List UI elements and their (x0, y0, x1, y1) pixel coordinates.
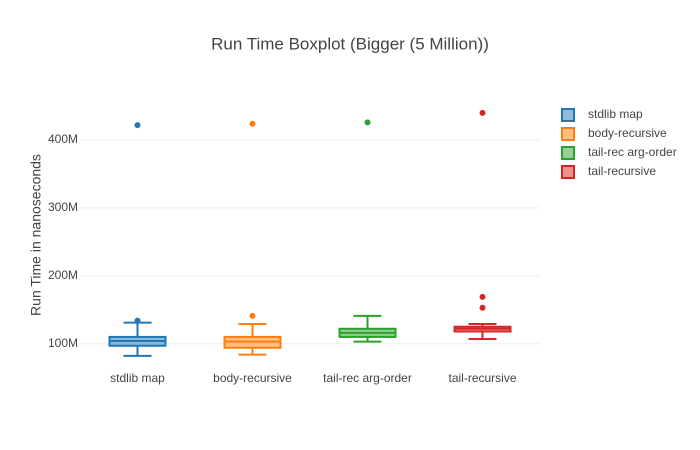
legend-label: body-recursive (588, 126, 667, 140)
outlier (479, 293, 486, 300)
y-axis-title: Run Time in nanoseconds (28, 154, 44, 316)
outlier (134, 317, 141, 324)
outlier (479, 109, 486, 116)
x-tick-label: tail-rec arg-order (323, 371, 412, 385)
legend-swatch (561, 165, 575, 179)
y-tick-label: 100M (48, 336, 78, 350)
y-tick-label: 300M (48, 200, 78, 214)
y-tick-label: 400M (48, 132, 78, 146)
outlier (249, 312, 256, 319)
x-tick-label: body-recursive (213, 371, 292, 385)
outlier (134, 122, 141, 129)
legend-label: tail-rec arg-order (588, 145, 677, 159)
y-tick-label: 200M (48, 268, 78, 282)
legend-label: stdlib map (588, 107, 643, 121)
outlier (364, 119, 371, 126)
legend-swatch (561, 127, 575, 141)
chart-title: Run Time Boxplot (Bigger (5 Million)) (211, 34, 489, 53)
outlier (249, 120, 256, 127)
x-tick-label: tail-recursive (448, 371, 516, 385)
x-tick-label: stdlib map (110, 371, 165, 385)
outlier (479, 304, 486, 311)
legend-swatch (561, 146, 575, 160)
legend-swatch (561, 108, 575, 122)
legend-label: tail-recursive (588, 164, 656, 178)
